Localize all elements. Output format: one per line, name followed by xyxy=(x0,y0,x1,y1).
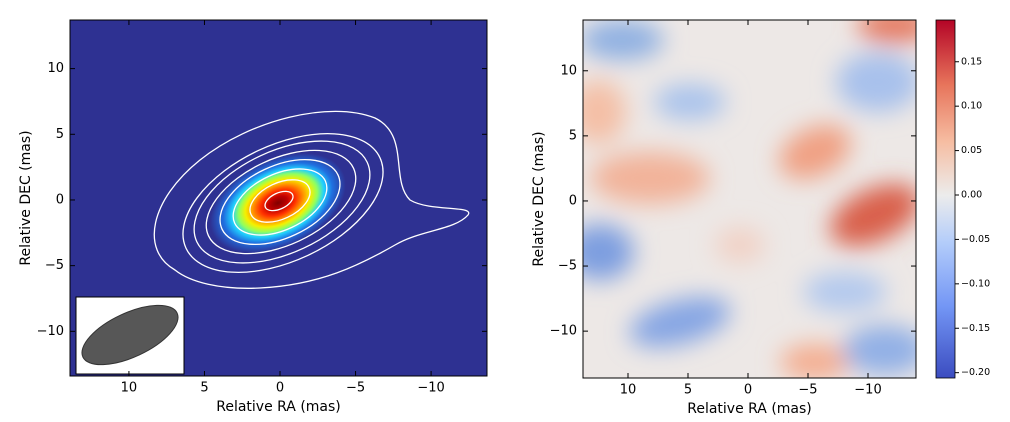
colorbar-tick-label: −0.05 xyxy=(961,234,990,245)
x-tick-label: 10 xyxy=(121,381,138,396)
colorbar-tick-label: 0.10 xyxy=(961,101,982,112)
plot-frame xyxy=(69,19,488,377)
y-tick-label: 0 xyxy=(56,192,64,207)
source-image xyxy=(70,20,487,376)
y-tick-label: −10 xyxy=(37,324,64,339)
x-tick-label: 5 xyxy=(200,381,208,396)
x-tick-label: 10 xyxy=(620,383,637,398)
colorbar xyxy=(935,19,956,379)
colorbar-tick-label: −0.10 xyxy=(961,278,990,289)
y-tick-label: 5 xyxy=(569,128,577,143)
y-tick-label: 10 xyxy=(560,63,577,78)
colorbar-tick-label: 0.00 xyxy=(961,190,982,201)
colorbar-tick-label: 0.05 xyxy=(961,145,982,156)
y-tick-label: 0 xyxy=(569,193,577,208)
x-axis-label: Relative RA (mas) xyxy=(216,399,341,415)
x-axis-label: Relative RA (mas) xyxy=(687,401,812,417)
y-tick-label: −5 xyxy=(45,258,64,273)
y-axis-label: Relative DEC (mas) xyxy=(531,131,547,266)
x-tick-label: −10 xyxy=(854,383,881,398)
y-axis-label: Relative DEC (mas) xyxy=(18,130,34,265)
x-tick-label: 0 xyxy=(744,383,752,398)
x-tick-label: −5 xyxy=(346,381,365,396)
residual-image xyxy=(583,20,916,378)
x-tick-label: 5 xyxy=(684,383,692,398)
colorbar-tick-label: −0.15 xyxy=(961,323,990,334)
y-tick-label: 10 xyxy=(47,61,64,76)
x-tick-label: −10 xyxy=(417,381,444,396)
x-tick-label: 0 xyxy=(276,381,284,396)
colorbar-tick-label: 0.15 xyxy=(961,56,982,67)
plot-frame xyxy=(582,19,917,379)
colorbar-tick-label: −0.20 xyxy=(961,367,990,378)
y-tick-label: −5 xyxy=(558,259,577,274)
y-tick-label: 5 xyxy=(56,127,64,142)
x-tick-label: −5 xyxy=(798,383,817,398)
y-tick-label: −10 xyxy=(550,324,577,339)
